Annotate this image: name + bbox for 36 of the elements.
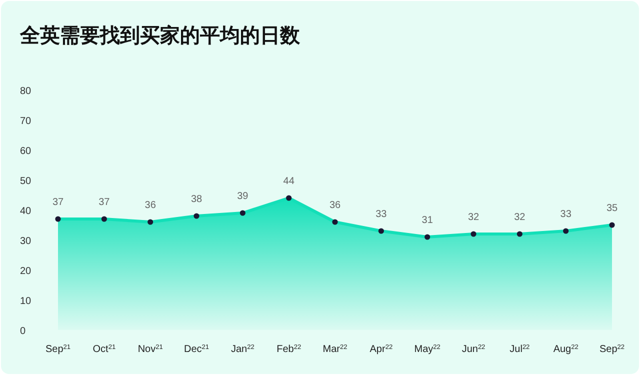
data-label: 31 <box>422 215 434 226</box>
x-tick-label: Mar$^{22}$ <box>322 344 348 355</box>
x-tick-label: Sep$^{22}$ <box>599 344 625 355</box>
x-tick-label: Dec$^{21}$ <box>184 344 210 355</box>
y-tick-label: 60 <box>20 146 32 157</box>
y-tick-label: 40 <box>20 206 32 217</box>
x-tick-label: Oct$^{21}$ <box>92 344 116 355</box>
data-label: 33 <box>560 209 572 220</box>
y-tick-label: 70 <box>20 116 32 127</box>
x-tick-label: Feb$^{22}$ <box>276 344 302 355</box>
data-label: 35 <box>606 203 618 214</box>
data-label: 37 <box>98 197 110 208</box>
x-tick-label: Nov$^{21}$ <box>138 344 164 355</box>
y-tick-label: 20 <box>20 266 32 277</box>
data-label: 44 <box>283 176 295 187</box>
y-tick-label: 50 <box>20 176 32 187</box>
data-label: 32 <box>468 212 480 223</box>
data-label: 33 <box>376 209 388 220</box>
data-label: 39 <box>237 191 249 202</box>
x-tick-label: Jul$^{22}$ <box>510 344 530 355</box>
data-label: 36 <box>144 200 156 211</box>
x-tick-label: Apr$^{22}$ <box>370 344 393 355</box>
chart-title: 全英需要找到买家的平均的日数 <box>19 23 301 47</box>
x-tick-label: Jan$^{22}$ <box>230 344 255 355</box>
y-tick-label: 10 <box>20 296 32 307</box>
x-tick-label: Aug$^{22}$ <box>553 344 579 355</box>
data-label: 36 <box>329 200 341 211</box>
y-tick-label: 30 <box>20 236 32 247</box>
y-tick-label: 80 <box>20 86 32 97</box>
data-label: 37 <box>52 197 64 208</box>
data-label: 32 <box>514 212 526 223</box>
data-label: 38 <box>190 194 202 205</box>
x-tick-label: Sep$^{21}$ <box>45 344 71 355</box>
x-tick-label: Jun$^{22}$ <box>462 344 486 355</box>
x-tick-label: May$^{22}$ <box>414 344 441 355</box>
y-tick-label: 0 <box>20 326 26 337</box>
